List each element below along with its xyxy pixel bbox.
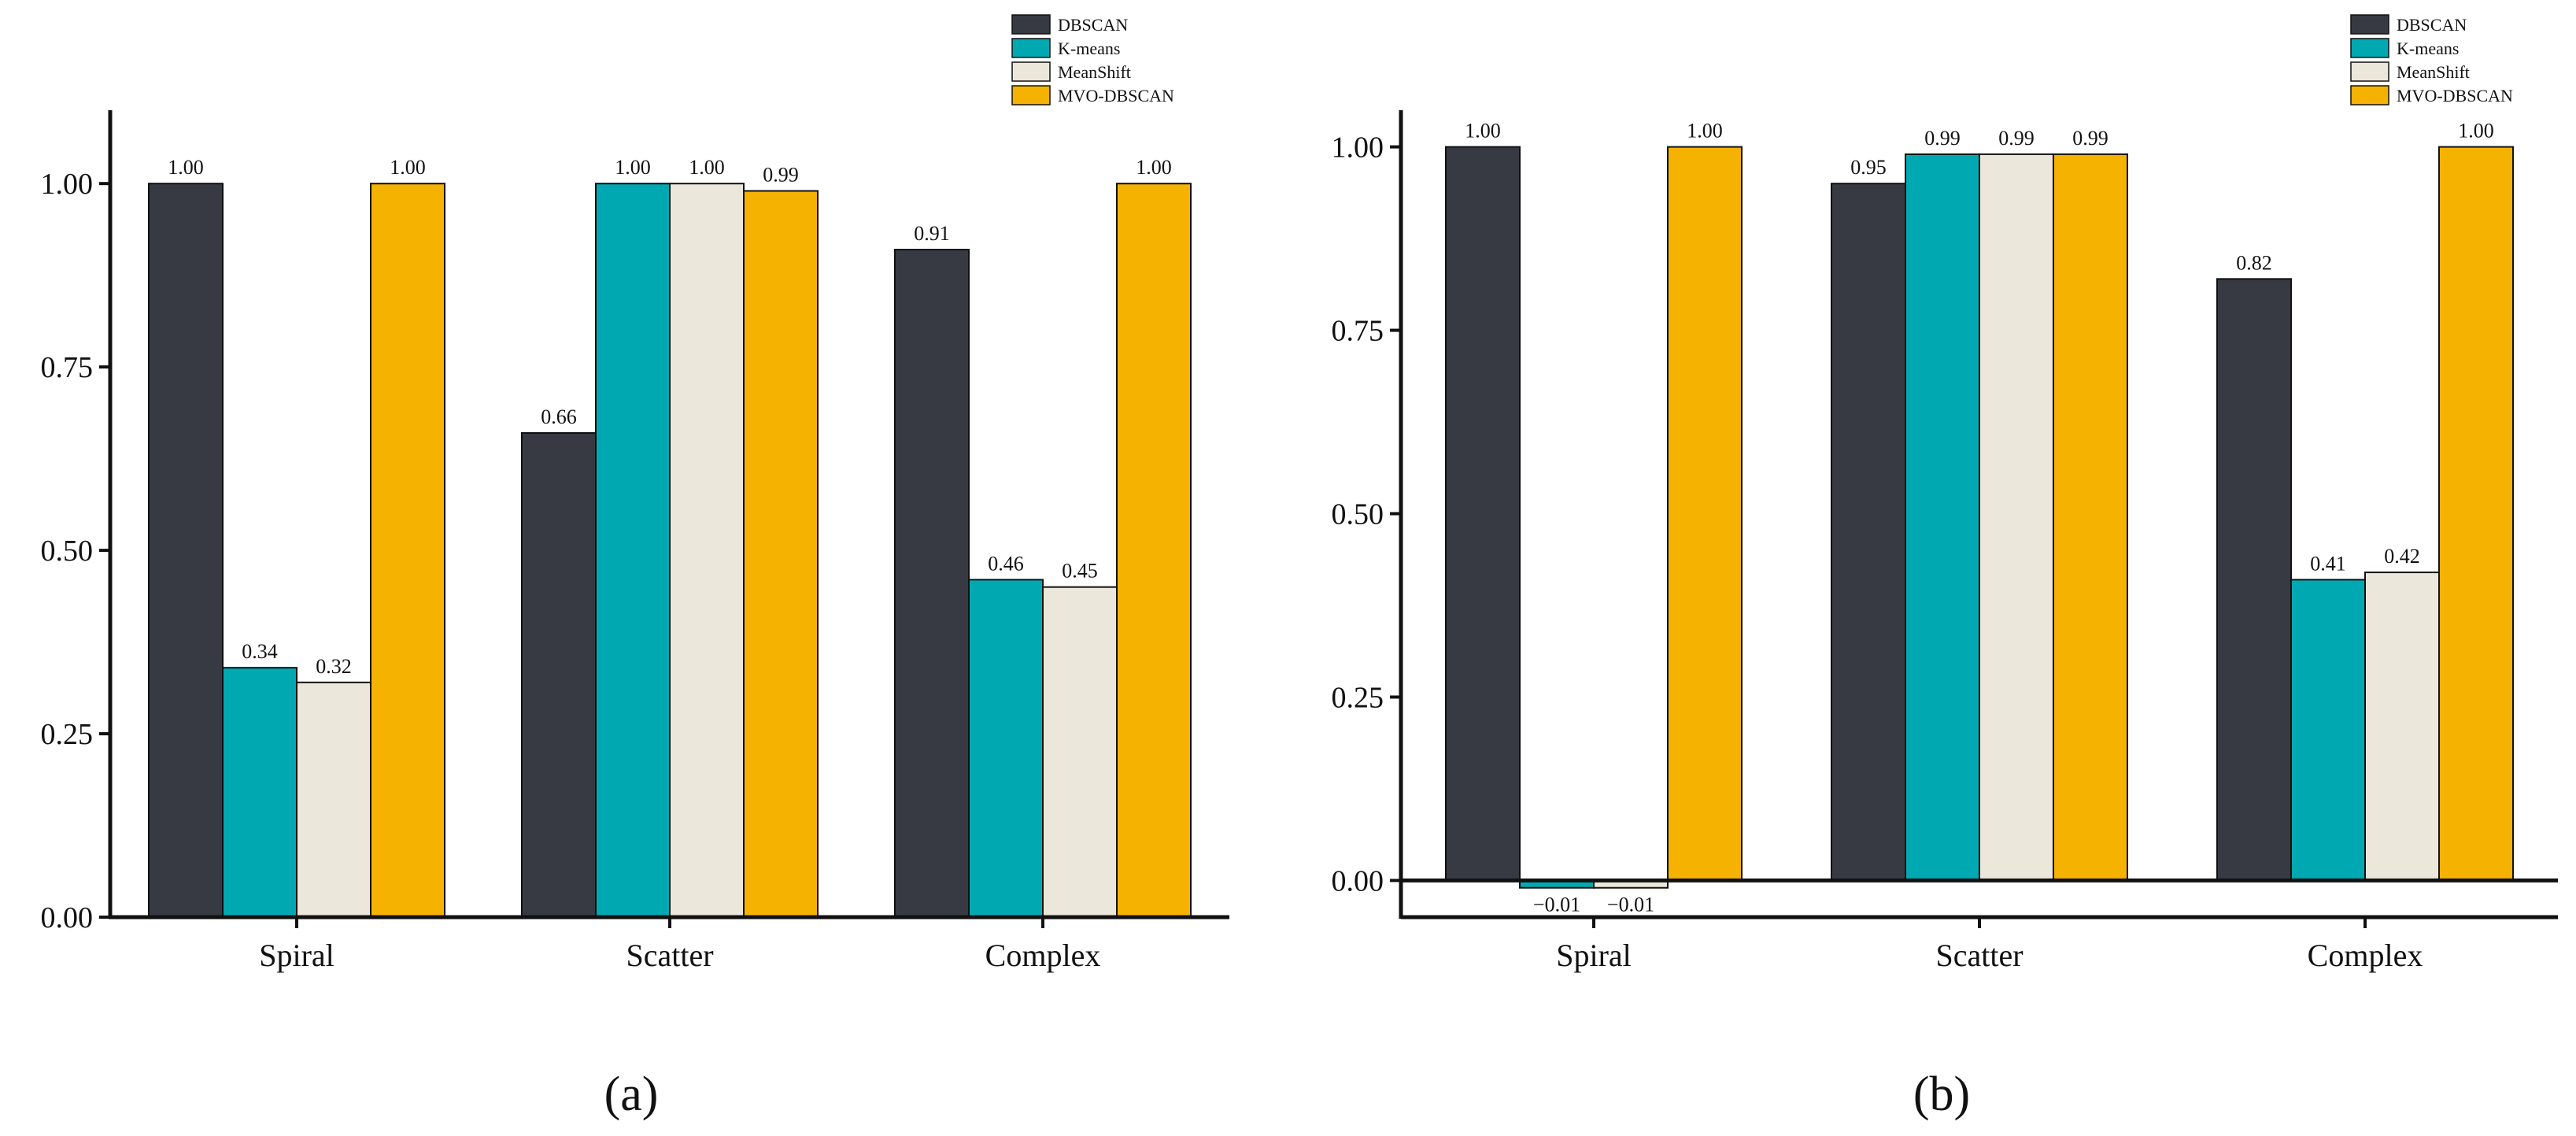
data-label: 0.99 <box>763 164 799 187</box>
x-tick-label: Scatter <box>626 938 713 973</box>
chart-panel-b: 1.00 0.95 0.82 −0.01 0.99 0.41 −0.01 0.99 0.42 1.… <box>1332 14 2558 1121</box>
y-tick-label: 1.00 <box>41 168 94 201</box>
panel-label: (b) <box>1913 1068 1970 1121</box>
y-tick-label: 0.00 <box>41 901 94 934</box>
legend-label: K-means <box>1058 39 1120 58</box>
bar-meanshift-complex <box>1042 586 1118 918</box>
x-tick-label: Scatter <box>1935 938 2023 973</box>
data-label: 0.45 <box>1062 560 1098 583</box>
legend-swatch-k-means <box>1011 38 1051 58</box>
y-tick-label: 1.00 <box>1332 131 1384 165</box>
bar-dbscan-scatter <box>521 432 597 918</box>
y-tick-label: 0.50 <box>41 535 94 568</box>
data-label: 0.91 <box>914 222 950 245</box>
x-tick-label: Complex <box>985 938 1101 973</box>
y-tick-label: 0.75 <box>41 351 94 384</box>
bar-dbscan-complex <box>2216 278 2292 882</box>
x-tick-label: Complex <box>2308 938 2423 973</box>
legend-label: DBSCAN <box>2397 15 2467 35</box>
bar-meanshift-spiral <box>296 681 371 918</box>
y-tick-label: 0.25 <box>41 718 94 751</box>
data-label: 0.41 <box>2310 552 2346 575</box>
data-label: 0.99 <box>1924 127 1961 150</box>
bar-k-means-scatter <box>1905 153 1980 882</box>
data-label: 1.00 <box>1687 120 1723 142</box>
data-label: −0.01 <box>1533 894 1580 916</box>
bar-dbscan-spiral <box>148 183 224 918</box>
legend-label: DBSCAN <box>1058 15 1128 35</box>
bar-mvo-dbscan-scatter <box>743 190 819 918</box>
bar-mvo-dbscan-complex <box>1116 183 1192 918</box>
data-label: 0.99 <box>2072 127 2108 150</box>
y-tick-label: 0.25 <box>1332 681 1384 714</box>
data-label: 1.00 <box>168 156 204 179</box>
bar-dbscan-complex <box>894 249 970 918</box>
legend-label: MVO-DBSCAN <box>2397 86 2513 105</box>
data-label: 0.34 <box>242 640 278 663</box>
data-label: −0.01 <box>1607 894 1654 916</box>
data-label: 0.32 <box>316 655 352 678</box>
data-label: 0.99 <box>1998 127 2035 150</box>
legend-swatch-mvo-dbscan <box>1011 85 1051 105</box>
legend: DBSCAN K-means MeanShift MVO-DBSCAN <box>2350 14 2513 105</box>
data-label: 1.00 <box>1465 120 1501 142</box>
bar-mvo-dbscan-spiral <box>370 183 445 918</box>
data-label: 1.00 <box>615 156 651 179</box>
legend: DBSCAN K-means MeanShift MVO-DBSCAN <box>1011 14 1174 105</box>
legend-label: K-means <box>2397 39 2459 58</box>
data-label: 0.82 <box>2236 251 2272 274</box>
legend-swatch-dbscan <box>1011 14 1051 35</box>
chart-panel-a: 1.00 0.66 0.91 0.34 1.00 0.46 0.32 1.00 0.45 1.00… <box>41 14 1229 1121</box>
bar-k-means-complex <box>968 579 1044 918</box>
legend-swatch-k-means <box>2350 38 2389 58</box>
y-tick-label: 0.75 <box>1332 315 1384 348</box>
legend-swatch-mvo-dbscan <box>2350 85 2389 105</box>
bar-mvo-dbscan-spiral <box>1667 146 1743 882</box>
legend-label: MVO-DBSCAN <box>1058 86 1174 105</box>
panel-label: (a) <box>604 1068 659 1121</box>
data-label: 0.95 <box>1850 156 1887 179</box>
data-label: 0.66 <box>541 405 577 428</box>
bar-dbscan-spiral <box>1445 146 1521 882</box>
y-tick-label: 0.50 <box>1332 498 1384 531</box>
x-tick-label: Spiral <box>259 938 334 973</box>
x-tick-label: Spiral <box>1556 938 1632 973</box>
bar-mvo-dbscan-scatter <box>2053 153 2128 882</box>
data-label: 1.00 <box>1136 156 1172 179</box>
data-label: 0.42 <box>2384 545 2420 568</box>
legend-swatch-meanshift <box>2350 61 2389 82</box>
bar-meanshift-complex <box>2364 572 2440 882</box>
bar-mvo-dbscan-complex <box>2438 146 2514 882</box>
legend-label: MeanShift <box>2397 62 2470 82</box>
bar-meanshift-scatter <box>1979 153 2054 882</box>
data-label: 1.00 <box>390 156 426 179</box>
bar-dbscan-scatter <box>1831 183 1906 882</box>
y-tick-label: 0.00 <box>1332 864 1384 897</box>
bar-k-means-complex <box>2290 579 2366 882</box>
bar-k-means-scatter <box>595 183 671 918</box>
data-label: 0.46 <box>988 552 1024 575</box>
data-label: 1.00 <box>2458 120 2494 142</box>
data-label: 1.00 <box>689 156 725 179</box>
legend-swatch-meanshift <box>1011 61 1051 82</box>
legend-label: MeanShift <box>1058 62 1131 82</box>
bar-k-means-spiral <box>222 667 298 918</box>
legend-swatch-dbscan <box>2350 14 2389 35</box>
bar-meanshift-scatter <box>669 183 745 918</box>
